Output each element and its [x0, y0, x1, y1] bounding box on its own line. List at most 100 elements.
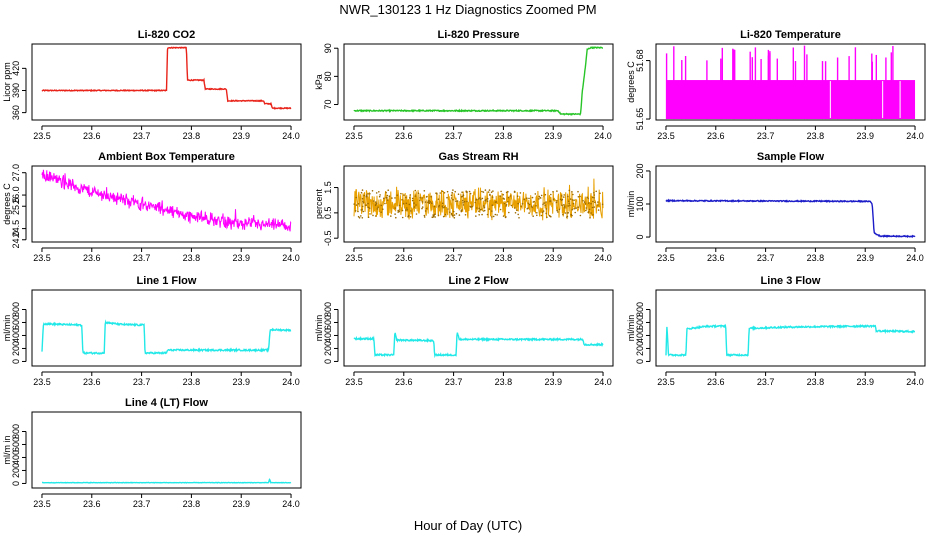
- data-point: [446, 190, 449, 193]
- panel-title: Li-820 Pressure: [438, 29, 520, 41]
- data-series-line: [665, 323, 915, 358]
- plot-frame: [343, 289, 614, 367]
- data-point: [476, 207, 478, 209]
- data-point: [592, 200, 594, 203]
- data-point: [394, 207, 397, 209]
- x-tick-label: 24.0: [906, 131, 924, 141]
- data-point: [409, 197, 411, 199]
- panel-title: Gas Stream RH: [438, 151, 518, 163]
- data-point: [490, 191, 493, 193]
- data-point: [555, 201, 558, 204]
- chart-panel: Line 2 Flow ml/min 23.5 23.6 23.7 23.8 23.9 24.…: [314, 275, 614, 387]
- data-series-line: [665, 198, 916, 239]
- chart-panel: Line 3 Flow ml/min 23.5 23.6 23.7 23.8 23.9 24.…: [626, 275, 926, 387]
- data-point: [599, 192, 601, 195]
- data-point: [413, 202, 415, 204]
- panel-title: Li-820 CO2: [138, 29, 195, 41]
- x-tick-label: 23.8: [183, 131, 201, 141]
- plot-frame: [655, 43, 926, 121]
- data-point: [513, 191, 516, 193]
- plot-frame: [31, 165, 302, 243]
- data-point: [371, 190, 374, 192]
- x-tick-label: 24.0: [906, 377, 924, 387]
- data-band: [665, 80, 916, 120]
- x-tick-label: 23.9: [856, 377, 874, 387]
- data-point: [587, 202, 590, 204]
- x-tick-label: 23.9: [232, 253, 250, 263]
- data-point: [487, 191, 490, 193]
- data-point: [361, 209, 364, 211]
- data-point: [377, 206, 379, 208]
- data-point: [586, 196, 588, 199]
- data-point: [543, 202, 545, 204]
- data-point: [517, 213, 519, 216]
- data-point: [417, 192, 420, 194]
- data-point: [478, 198, 480, 200]
- data-point: [567, 200, 570, 203]
- data-point: [451, 214, 454, 217]
- data-point: [426, 195, 428, 198]
- data-point: [414, 189, 417, 192]
- data-point: [461, 195, 464, 198]
- data-point: [386, 194, 389, 197]
- data-point: [372, 214, 374, 217]
- data-point: [437, 198, 440, 200]
- data-point: [492, 215, 495, 218]
- data-series-line: [42, 478, 292, 484]
- data-point: [403, 194, 405, 196]
- x-tick-label: 23.5: [657, 131, 675, 141]
- data-point: [402, 203, 405, 205]
- data-point: [545, 201, 547, 203]
- data-point: [434, 213, 436, 215]
- y-tick-label: 24.0: [11, 231, 21, 249]
- data-point: [398, 209, 401, 211]
- x-tick-label: 23.6: [707, 377, 725, 387]
- y-axis-label: Licor ppm: [2, 62, 12, 102]
- data-point: [421, 201, 424, 203]
- data-point: [375, 202, 378, 205]
- x-tick-label: 24.0: [282, 131, 300, 141]
- data-point: [360, 215, 362, 217]
- data-point: [453, 217, 456, 219]
- data-point: [357, 210, 359, 213]
- data-point: [526, 197, 528, 199]
- data-point: [593, 194, 596, 196]
- y-axis-label: ml/min: [626, 315, 636, 342]
- x-tick-label: 23.6: [395, 131, 413, 141]
- data-point: [408, 203, 411, 206]
- data-point: [587, 211, 590, 213]
- data-point: [398, 204, 401, 207]
- data-point: [406, 209, 409, 211]
- x-tick-label: 23.5: [33, 253, 51, 263]
- data-point: [591, 196, 594, 199]
- data-point: [597, 209, 600, 211]
- data-point: [532, 215, 534, 217]
- data-point: [573, 208, 575, 210]
- data-point: [528, 212, 530, 214]
- x-tick-label: 23.6: [83, 377, 101, 387]
- data-point: [545, 208, 548, 210]
- data-point: [462, 204, 465, 206]
- data-point: [355, 204, 358, 206]
- data-point: [442, 215, 445, 218]
- data-point: [415, 204, 417, 206]
- data-point: [492, 190, 494, 192]
- x-tick-label: 24.0: [906, 253, 924, 263]
- data-point: [365, 204, 367, 206]
- data-point: [454, 190, 457, 193]
- data-series-line: [41, 46, 292, 110]
- data-point: [563, 204, 565, 206]
- y-tick-label: -0.5: [323, 230, 333, 246]
- data-point: [476, 198, 478, 201]
- data-point: [527, 202, 529, 205]
- data-point: [443, 192, 446, 194]
- x-tick-label: 24.0: [282, 253, 300, 263]
- x-tick-label: 23.6: [395, 253, 413, 263]
- data-point: [582, 199, 584, 202]
- data-point: [441, 202, 444, 205]
- x-tick-label: 23.5: [33, 131, 51, 141]
- data-point: [528, 203, 531, 206]
- x-tick-label: 23.9: [232, 377, 250, 387]
- data-point: [479, 197, 481, 199]
